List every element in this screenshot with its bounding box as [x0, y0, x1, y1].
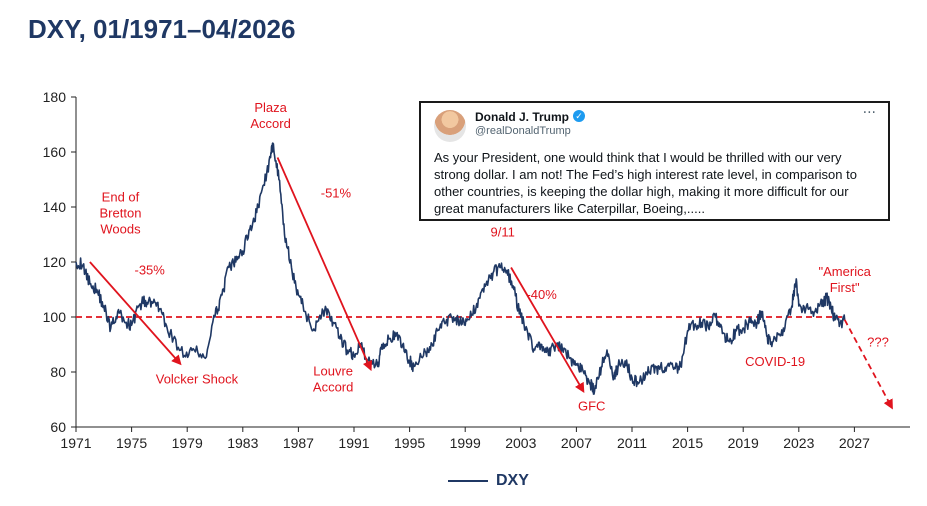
verified-icon: ✓ [573, 110, 585, 122]
x-tick-label: 1995 [394, 435, 425, 451]
annotation-line: Louvre [313, 363, 353, 378]
more-icon[interactable]: ··· [862, 105, 876, 121]
annotation-label: COVID-19 [745, 354, 805, 369]
annotation-labels: End of Bretton Woods -35% Volcker Shock Plaza… [100, 100, 889, 413]
annotation-label: Plaza Accord [250, 100, 290, 131]
y-tick-label: 140 [43, 199, 67, 215]
y-tick-label: 100 [43, 309, 67, 325]
x-tick-label: 1991 [338, 435, 369, 451]
annotation-line: GFC [578, 399, 605, 414]
avatar [434, 110, 466, 142]
annotation-arrows [89, 157, 893, 410]
x-tick-label: 2015 [672, 435, 703, 451]
decline-arrow [89, 261, 182, 366]
series-line-dxy [75, 142, 846, 395]
annotation-line: Volcker Shock [156, 372, 239, 387]
annotation-line: Woods [100, 222, 141, 237]
annotation-line: Accord [250, 116, 290, 131]
annotation-line: First" [830, 280, 860, 295]
x-tick-label: 1987 [283, 435, 314, 451]
tweet-text: As your President, one would think that … [434, 150, 857, 216]
annotation-line: -40% [526, 287, 557, 302]
annotation-line: -35% [134, 262, 165, 277]
annotation-line: COVID-19 [745, 354, 805, 369]
decline-arrow [276, 157, 373, 372]
x-tick-label: 1999 [450, 435, 481, 451]
tweet-card: Donald J. Trump ✓ @realDonaldTrump ··· A… [419, 101, 890, 221]
x-tick-label: 1975 [116, 435, 147, 451]
annotation-label: GFC [578, 399, 605, 414]
annotation-line: End of [102, 190, 140, 205]
legend-swatch [448, 480, 488, 482]
tweet-author-handle: @realDonaldTrump [475, 125, 571, 137]
annotation-line: Bretton [100, 206, 142, 221]
annotation-line: 9/11 [491, 224, 515, 239]
y-tick-label: 80 [50, 364, 66, 380]
annotation-line: -51% [321, 185, 352, 200]
x-tick-label: 2011 [617, 435, 647, 451]
annotation-label: "America First" [819, 264, 872, 295]
annotation-label: 9/11 [491, 224, 515, 239]
y-tick-label: 160 [43, 144, 67, 160]
x-tick-label: 2027 [839, 435, 870, 451]
annotation-label: -35% [134, 262, 165, 277]
annotation-label: Volcker Shock [156, 372, 239, 387]
annotation-label: -40% [526, 287, 557, 302]
page-title: DXY, 01/1971–04/2026 [28, 14, 296, 44]
y-tick-label: 180 [43, 89, 67, 105]
tweet-author-name: Donald J. Trump [475, 110, 570, 124]
annotation-label: -51% [321, 185, 352, 200]
x-tick-label: 1979 [172, 435, 203, 451]
x-tick-label: 2023 [783, 435, 814, 451]
x-tick-label: 2007 [561, 435, 592, 451]
annotation-label: End of Bretton Woods [100, 190, 142, 237]
projection-arrow [843, 319, 893, 410]
x-tick-label: 1983 [227, 435, 258, 451]
legend-label: DXY [496, 472, 529, 489]
annotation-line: Accord [313, 379, 353, 394]
annotation-label: Louvre Accord [313, 363, 353, 394]
annotation-line: "America [819, 264, 872, 279]
chart-ticks: 60 80 100 120 140 160 180 1971 1975 1979 1983 1987 1… [43, 89, 871, 451]
annotation-line: ??? [867, 335, 889, 350]
decline-arrow [510, 267, 585, 393]
annotation-label: ??? [867, 335, 889, 350]
chart-legend: DXY [448, 472, 529, 490]
series-group [75, 142, 846, 395]
y-tick-label: 60 [50, 419, 66, 435]
x-tick-label: 2019 [728, 435, 759, 451]
x-tick-label: 2003 [505, 435, 536, 451]
y-tick-label: 120 [43, 254, 67, 270]
x-tick-label: 1971 [60, 435, 91, 451]
annotation-line: Plaza [254, 100, 287, 115]
